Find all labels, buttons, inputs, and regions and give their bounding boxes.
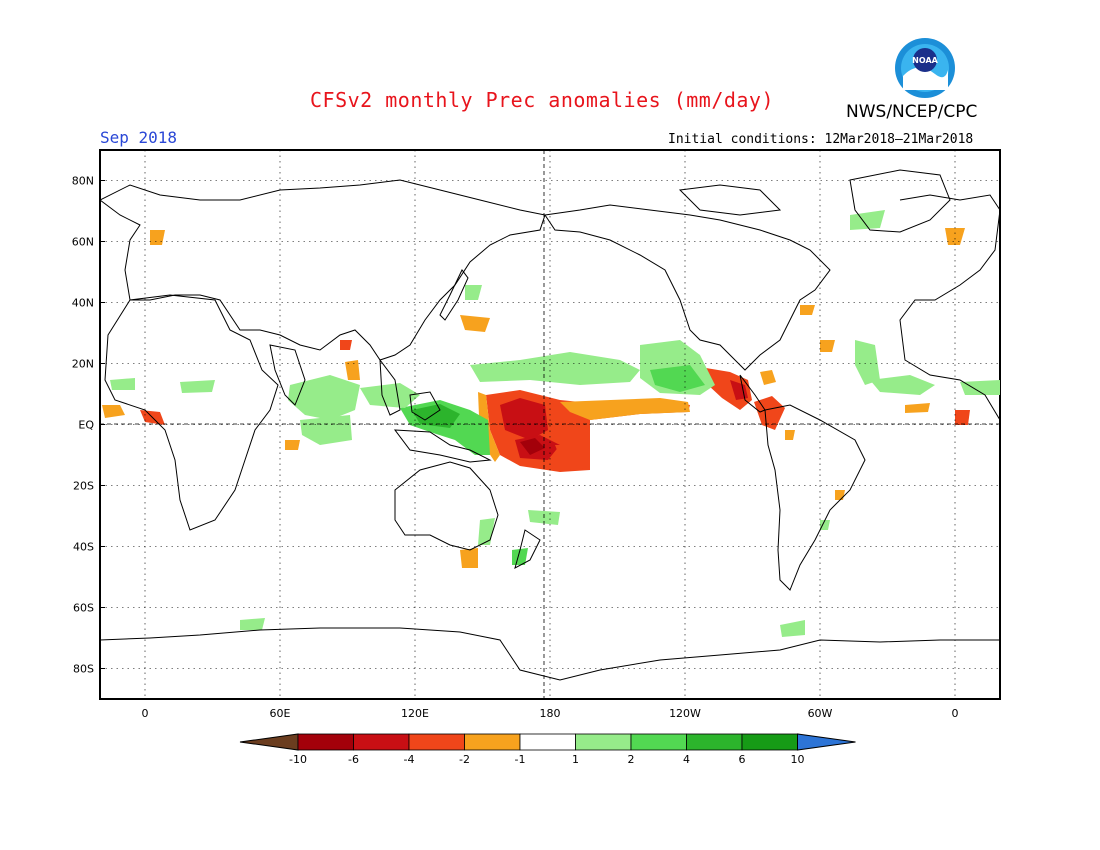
lat-label: 80N xyxy=(72,175,94,188)
lon-label: 120E xyxy=(401,707,429,720)
map-content xyxy=(100,150,1000,699)
lat-label: 20N xyxy=(72,358,94,371)
lon-label: 0 xyxy=(142,707,149,720)
colorbar-left-arrow xyxy=(239,733,299,751)
colorbar-right-arrow xyxy=(797,733,856,751)
colorbar-label: -10 xyxy=(289,753,307,766)
lat-label: 80S xyxy=(73,663,94,676)
lon-label: 60W xyxy=(808,707,833,720)
colorbar-box xyxy=(297,733,354,751)
lat-label: EQ xyxy=(78,419,94,432)
lat-label: 40N xyxy=(72,297,94,310)
colorbar-label: -2 xyxy=(459,753,470,766)
coastlines xyxy=(100,169,1000,681)
lon-label: 60E xyxy=(270,707,291,720)
colorbar-box xyxy=(686,733,743,751)
colorbar-box xyxy=(519,733,576,751)
colorbar-label: 6 xyxy=(739,753,746,766)
lat-label: 20S xyxy=(73,480,94,493)
lat-label: 40S xyxy=(73,541,94,554)
forecast-month: Sep 2018 xyxy=(100,128,178,147)
colorbar-label: 4 xyxy=(683,753,690,766)
colorbar-box xyxy=(630,733,687,751)
latitude-labels: 80N 60N 40N 20N EQ 20S 40S 60S 80S xyxy=(72,175,105,676)
colorbar-label: 1 xyxy=(572,753,579,766)
lon-label: 180 xyxy=(540,707,561,720)
colorbar-label: -1 xyxy=(515,753,526,766)
colorbar-label: 2 xyxy=(628,753,635,766)
colorbar: -10 -6 -4 -2 -1 1 2 4 6 10 xyxy=(239,733,856,766)
graticule xyxy=(100,150,1000,699)
colorbar-box xyxy=(575,733,632,751)
noaa-logo: NOAA xyxy=(895,38,955,98)
colorbar-label: -6 xyxy=(348,753,359,766)
logo-text: NOAA xyxy=(912,56,938,65)
colorbar-box xyxy=(464,733,521,751)
colorbar-label: -4 xyxy=(404,753,415,766)
lon-label: 0 xyxy=(952,707,959,720)
chart-title: CFSv2 monthly Prec anomalies (mm/day) xyxy=(310,88,775,112)
longitude-labels: 0 60E 120E 180 120W 60W 0 xyxy=(142,707,959,720)
lat-label: 60S xyxy=(73,602,94,615)
lat-label: 60N xyxy=(72,236,94,249)
anomaly-shading xyxy=(102,210,1000,637)
colorbar-box xyxy=(353,733,410,751)
lon-label: 120W xyxy=(669,707,701,720)
initial-conditions: Initial conditions: 12Mar2018–21Mar2018 xyxy=(668,132,974,147)
colorbar-box xyxy=(408,733,465,751)
org-label: NWS/NCEP/CPC xyxy=(846,102,978,122)
colorbar-box xyxy=(741,733,798,751)
colorbar-label: 10 xyxy=(791,753,805,766)
